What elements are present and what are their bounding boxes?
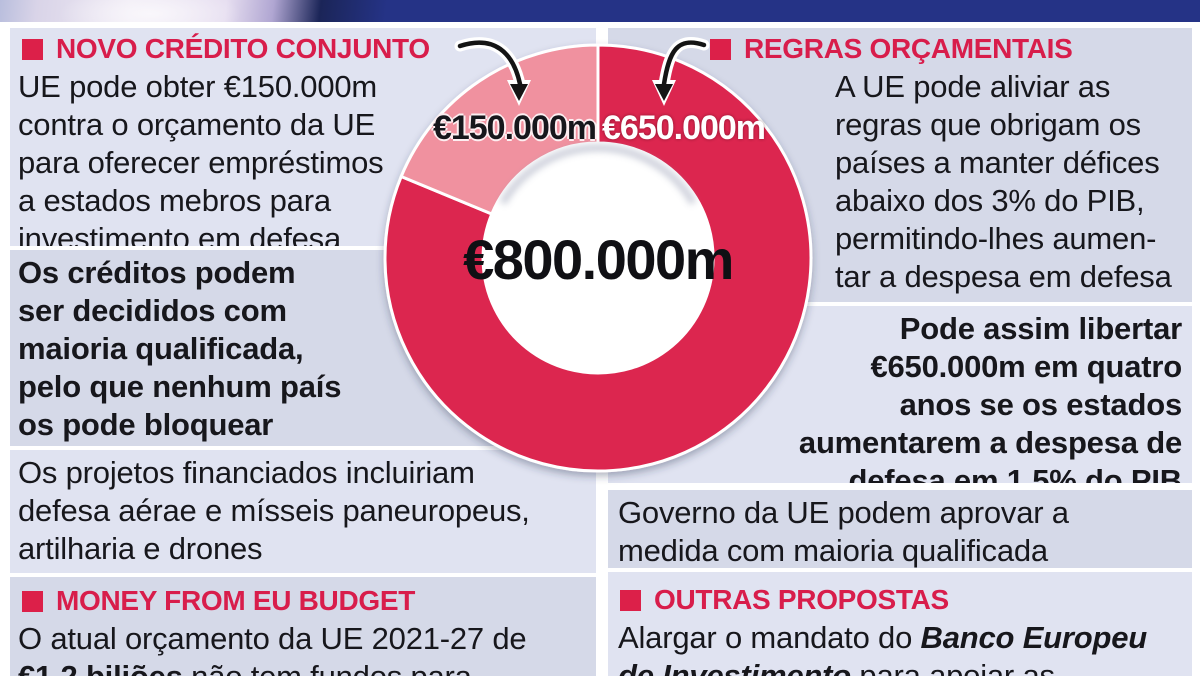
libertar-body: Pode assim libertar €650.000m em quatro … [798,311,1182,483]
outras-body-prefix: Alargar o mandato do [618,620,921,655]
right-column: REGRAS ORÇAMENTAIS A UE pode aliviar as … [608,28,1192,676]
money-body-suffix: não tem fundos para [183,659,472,676]
section-title: MONEY FROM EU BUDGET [56,585,416,616]
panel-outras: OUTRAS PROPOSTAS Alargar o mandato do Ba… [608,572,1192,676]
regras-body: A UE pode aliviar as regras que obrigam … [835,69,1172,294]
donut-center-label: €800.000m [463,228,734,291]
slice-label-650: €650.000m [602,109,766,147]
donut-slice-650 [383,43,813,473]
red-square-icon [620,589,641,611]
section-header-regras: REGRAS ORÇAMENTAIS [608,28,1192,65]
outras-body: Alargar o mandato do Banco Europeu de In… [608,616,1192,676]
governo-body: Governo da UE podem aprovar a medida com… [618,495,1069,568]
money-body-bold: €1,2 biliões [18,659,183,676]
section-title: OUTRAS PROPOSTAS [654,584,949,615]
section-title: REGRAS ORÇAMENTAIS [744,33,1073,64]
red-square-icon [22,590,43,612]
arrow-icon-150 [454,37,531,106]
section-header-novo-credito: NOVO CRÉDITO CONJUNTO [10,28,596,65]
outras-body-bold-italic: Banco Europeu de Investimento [618,620,1148,676]
donut-chart [383,37,813,473]
creditos-body: Os créditos podem ser decididos com maio… [18,255,342,442]
arrow-icon-650 [652,37,710,106]
novo-credito-body: UE pode obter €150.000m contra o orçamen… [18,69,384,246]
panel-governo: Governo da UE podem aprovar a medida com… [608,490,1192,568]
panel-projetos: Os projetos financiados incluiriam defes… [10,450,596,573]
projetos-body: Os projetos financiados incluiriam defes… [18,455,530,566]
slice-label-150: €150.000m [432,109,597,147]
panel-money: MONEY FROM EU BUDGET O atual orçamento d… [10,577,596,676]
donut-hole [482,142,714,374]
money-body: O atual orçamento da UE 2021-27 de €1,2 … [10,617,596,676]
section-header-outras: OUTRAS PROPOSTAS [608,572,1192,616]
outras-body-suffix: para apoiar as [851,658,1055,676]
section-title: NOVO CRÉDITO CONJUNTO [56,33,430,64]
top-navy-bar [0,0,1200,22]
donut-slice-150 [399,43,600,216]
red-square-icon [22,38,43,60]
top-photo-strip [0,0,470,22]
donut-hole-inner-shadow [499,144,697,205]
section-header-money: MONEY FROM EU BUDGET [10,577,596,617]
red-square-icon [710,38,731,60]
money-body-prefix: O atual orçamento da UE 2021-27 de [18,621,527,656]
panel-regras: REGRAS ORÇAMENTAIS A UE pode aliviar as … [608,28,1192,302]
